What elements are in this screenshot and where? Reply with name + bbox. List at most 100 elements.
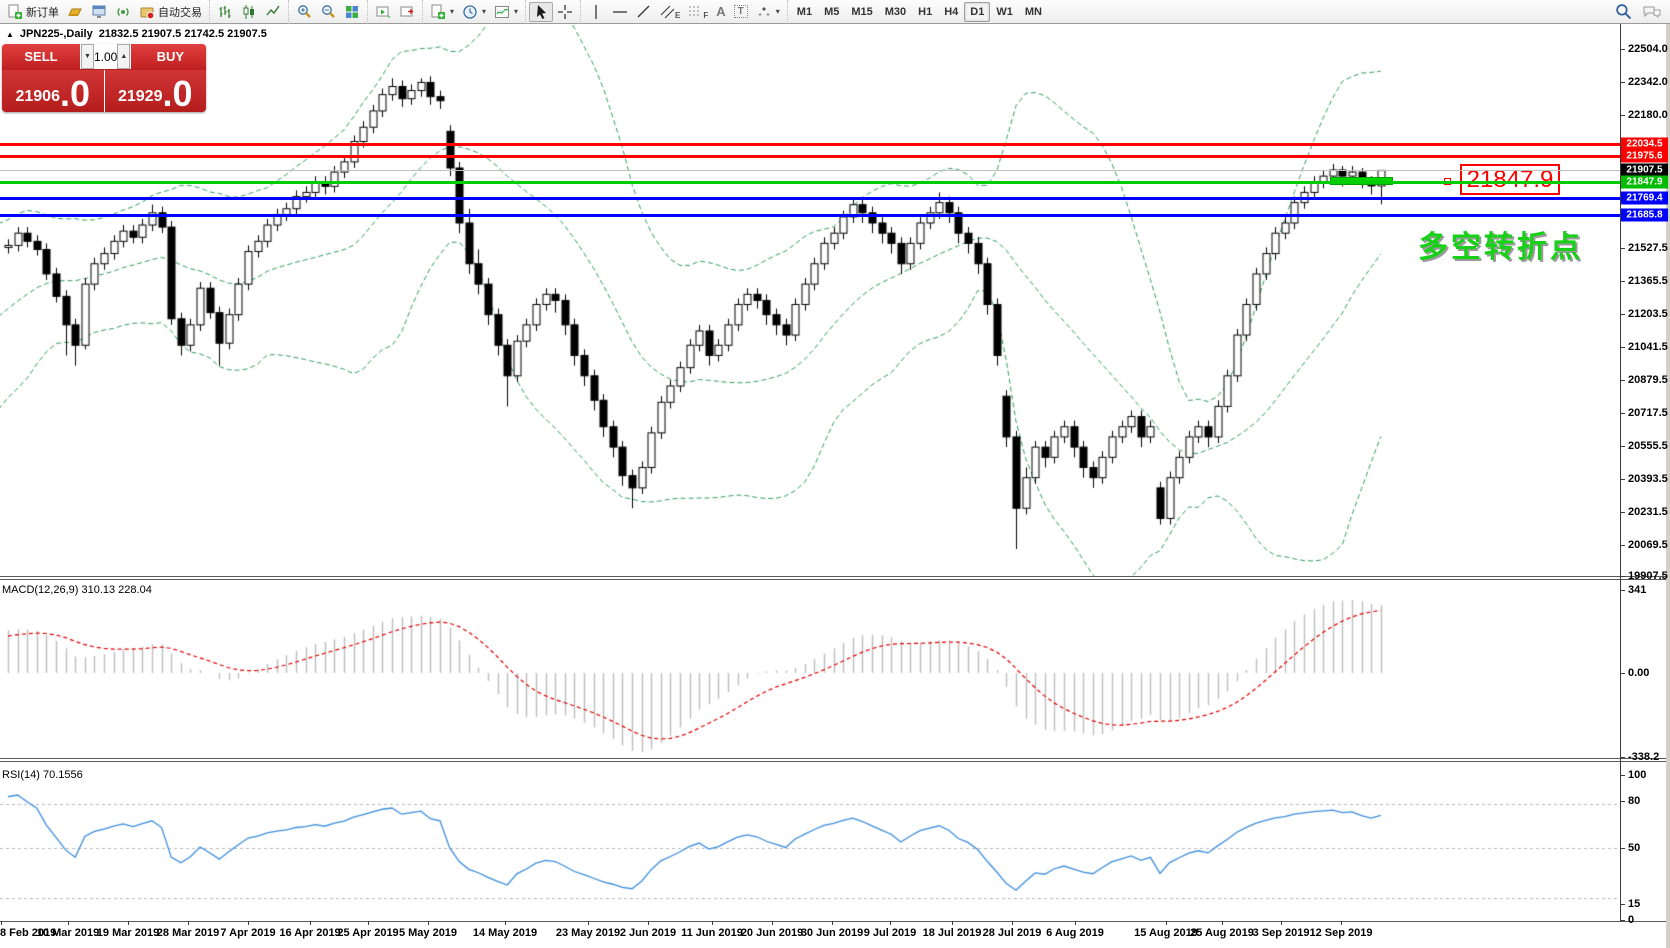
price-tick <box>1620 576 1625 577</box>
price-tick-label: 20231.5 <box>1628 506 1668 518</box>
price-tag: 22034.5 <box>1621 137 1668 151</box>
volume-value[interactable]: 1.00 <box>94 49 118 64</box>
indicators-icon <box>495 5 510 18</box>
date-label: 5 May 2019 <box>398 927 458 939</box>
sell-price-big: .0 <box>59 73 91 112</box>
horizontal-line-22034.5[interactable] <box>0 143 1620 146</box>
price-tick-label: 21203.5 <box>1628 308 1668 320</box>
new-chart-icon <box>431 4 445 19</box>
sell-button[interactable]: SELL <box>2 44 80 69</box>
fibonacci-button[interactable]: F <box>684 2 712 22</box>
annotation-text[interactable]: 多空转折点 <box>1418 231 1583 264</box>
timeframe-m30[interactable]: M30 <box>884 5 907 18</box>
chevron-down-icon[interactable]: ▾ <box>514 7 519 16</box>
channel-icon <box>660 5 675 18</box>
volume-decrease-button[interactable]: ▼ <box>81 44 94 69</box>
pane-separator[interactable] <box>0 579 1666 580</box>
timeframe-w1[interactable]: W1 <box>996 5 1013 18</box>
price-tick <box>1620 248 1625 249</box>
chevron-down-icon[interactable]: ▾ <box>482 7 487 16</box>
timeframe-mn[interactable]: MN <box>1024 5 1042 18</box>
collapse-triangle-icon[interactable]: ▲ <box>6 29 14 39</box>
autotrading-label: 自动交易 <box>158 6 202 19</box>
date-tick <box>588 921 589 925</box>
price-tick <box>1620 479 1625 480</box>
chat-icon[interactable] <box>1642 4 1662 20</box>
autoscroll-button[interactable] <box>371 2 395 22</box>
fibonacci-icon <box>689 6 702 15</box>
rsi-pane-canvas[interactable] <box>0 763 1620 920</box>
candlestick-chart-button[interactable] <box>237 2 261 22</box>
price-callout[interactable]: 21847.9 <box>1460 164 1560 195</box>
timeframe-d1[interactable]: D1 <box>964 1 991 22</box>
vertical-line-button[interactable] <box>584 2 608 22</box>
main-chart-canvas[interactable] <box>0 25 1620 577</box>
channel-button[interactable]: E <box>656 2 684 22</box>
timeframe-m15[interactable]: M15 <box>851 5 873 18</box>
price-tick <box>1620 82 1625 83</box>
toolbar-group-chart-type <box>209 0 288 24</box>
volume-increase-button[interactable]: ▲ <box>117 44 131 69</box>
date-tick <box>310 921 311 925</box>
pane-separator[interactable] <box>0 576 1666 577</box>
date-tick <box>1281 921 1282 925</box>
date-tick <box>505 921 506 925</box>
timeframe-h4[interactable]: H4 <box>944 5 959 18</box>
horizontal-line-21769.4[interactable] <box>0 197 1620 200</box>
profiles-button[interactable] <box>63 2 87 22</box>
cursor-button[interactable] <box>529 1 554 22</box>
autotrading-button[interactable]: 自动交易 <box>135 2 206 22</box>
price-tick-label: 20069.5 <box>1628 539 1668 551</box>
timeframe-m1[interactable]: M1 <box>796 5 813 18</box>
horizontal-line-icon <box>613 10 628 13</box>
chart-area: ▲ JPN225-,Daily 21832.5 21907.5 21742.5 … <box>0 24 1670 948</box>
label-button[interactable]: T <box>730 2 752 22</box>
crosshair-button[interactable] <box>553 2 577 22</box>
horizontal-line-21975.6[interactable] <box>0 155 1620 158</box>
rsi-tick <box>1620 775 1625 776</box>
buy-price-button[interactable]: 21929 .0 <box>104 70 206 112</box>
horizontal-line-21907.5[interactable] <box>0 170 1620 171</box>
chevron-down-icon[interactable]: ▾ <box>775 7 780 16</box>
pane-separator[interactable] <box>0 761 1666 762</box>
line-chart-icon <box>266 5 280 15</box>
pane-separator[interactable] <box>0 758 1666 759</box>
date-tick <box>428 921 429 925</box>
date-tick <box>772 921 773 925</box>
price-tag: 21907.5 <box>1621 163 1668 177</box>
macd-pane-canvas[interactable] <box>0 581 1620 757</box>
zoom-out-button[interactable] <box>316 2 340 22</box>
chart-shift-button[interactable] <box>395 2 419 22</box>
horizontal-line-21685.8[interactable] <box>0 214 1620 217</box>
timeframe-m5[interactable]: M5 <box>824 5 840 18</box>
new-order-label: 新订单 <box>26 6 59 19</box>
price-tick <box>1620 512 1625 513</box>
metaeditor-icon <box>92 5 106 18</box>
toolbar: 新订单 自动交易 <box>0 0 1670 24</box>
signal-button[interactable] <box>111 2 135 22</box>
search-icon[interactable] <box>1615 3 1632 20</box>
period-button[interactable]: ▾ <box>458 2 490 22</box>
date-label: 3 Sep 2019 <box>1252 927 1310 939</box>
price-tick <box>1620 314 1625 315</box>
buy-button[interactable]: BUY <box>131 44 206 69</box>
sell-price-button[interactable]: 21906 .0 <box>2 70 104 112</box>
indicators-button[interactable]: ▾ <box>490 2 522 22</box>
horizontal-line-21847.9[interactable] <box>0 181 1620 184</box>
trendline-button[interactable] <box>632 2 656 22</box>
metaeditor-button[interactable] <box>87 2 111 22</box>
timeframe-h1[interactable]: H1 <box>918 5 933 18</box>
new-order-button[interactable]: 新订单 <box>3 2 63 22</box>
zoom-in-button[interactable] <box>292 2 316 22</box>
text-button[interactable]: A <box>712 2 729 22</box>
rsi-tick <box>1620 920 1625 921</box>
chevron-down-icon[interactable]: ▾ <box>450 7 455 16</box>
new-chart-button[interactable]: ▾ <box>426 2 458 22</box>
date-tick <box>248 921 249 925</box>
arrows-button[interactable]: ▾ <box>752 2 784 22</box>
price-tick-label: 20555.5 <box>1628 440 1668 452</box>
line-chart-button[interactable] <box>261 2 285 22</box>
tile-windows-button[interactable] <box>340 2 364 22</box>
horizontal-line-button[interactable] <box>608 2 632 22</box>
bar-chart-button[interactable] <box>213 2 237 22</box>
